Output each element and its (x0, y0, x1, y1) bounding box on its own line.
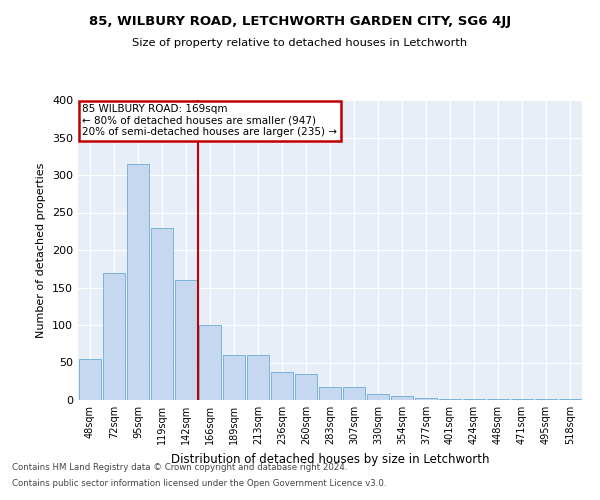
Bar (343, 386, 365, 400)
Text: Contains public sector information licensed under the Open Government Licence v3: Contains public sector information licen… (12, 478, 386, 488)
Text: Contains HM Land Registry data © Crown copyright and database right 2024.: Contains HM Land Registry data © Crown c… (12, 464, 347, 472)
Bar (175, 280, 197, 400)
Bar (103, 272, 125, 400)
Bar (367, 394, 389, 400)
Bar (391, 396, 413, 400)
Bar (415, 398, 437, 400)
Bar (559, 398, 581, 400)
X-axis label: Distribution of detached houses by size in Letchworth: Distribution of detached houses by size … (171, 452, 489, 466)
Bar (511, 399, 533, 400)
Bar (223, 355, 245, 400)
Bar (295, 374, 317, 400)
Bar (463, 399, 485, 400)
Text: 85, WILBURY ROAD, LETCHWORTH GARDEN CITY, SG6 4JJ: 85, WILBURY ROAD, LETCHWORTH GARDEN CITY… (89, 15, 511, 28)
Bar (535, 399, 557, 400)
Text: 85 WILBURY ROAD: 169sqm
← 80% of detached houses are smaller (947)
20% of semi-d: 85 WILBURY ROAD: 169sqm ← 80% of detache… (82, 104, 337, 138)
Bar (487, 399, 509, 400)
Text: Size of property relative to detached houses in Letchworth: Size of property relative to detached ho… (133, 38, 467, 48)
Bar (127, 164, 149, 400)
Bar (319, 386, 341, 400)
Bar (247, 355, 269, 400)
Y-axis label: Number of detached properties: Number of detached properties (37, 162, 46, 338)
Bar (199, 325, 221, 400)
Bar (439, 399, 461, 400)
Bar (271, 372, 293, 400)
Bar (79, 359, 101, 400)
Bar (151, 228, 173, 400)
